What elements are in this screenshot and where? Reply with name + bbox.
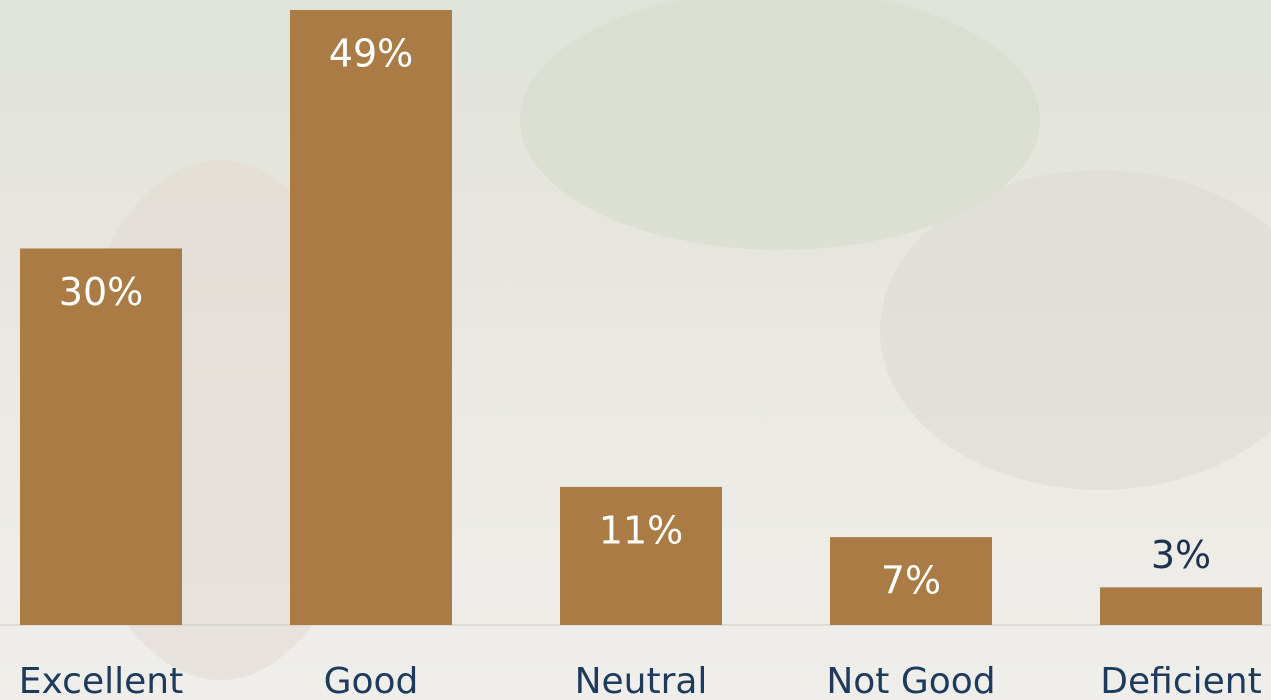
value-label: 49% [329,32,413,76]
x-tick-label: Neutral [575,661,708,700]
bar [830,537,992,625]
x-tick-label: Excellent [19,661,183,700]
value-label: 30% [59,270,143,314]
x-tick-label: Good [324,661,419,700]
bar [290,10,452,625]
bar [560,486,722,625]
backdrop-shape [880,170,1271,490]
x-tick-label: Deficient [1100,661,1261,700]
bar [1100,587,1262,625]
x-tick-label: Not Good [826,661,995,700]
value-label: 7% [881,559,941,603]
backdrop-shape [520,0,1040,250]
value-label: 11% [599,508,683,552]
value-label: 3% [1151,533,1211,577]
bar [20,248,182,625]
